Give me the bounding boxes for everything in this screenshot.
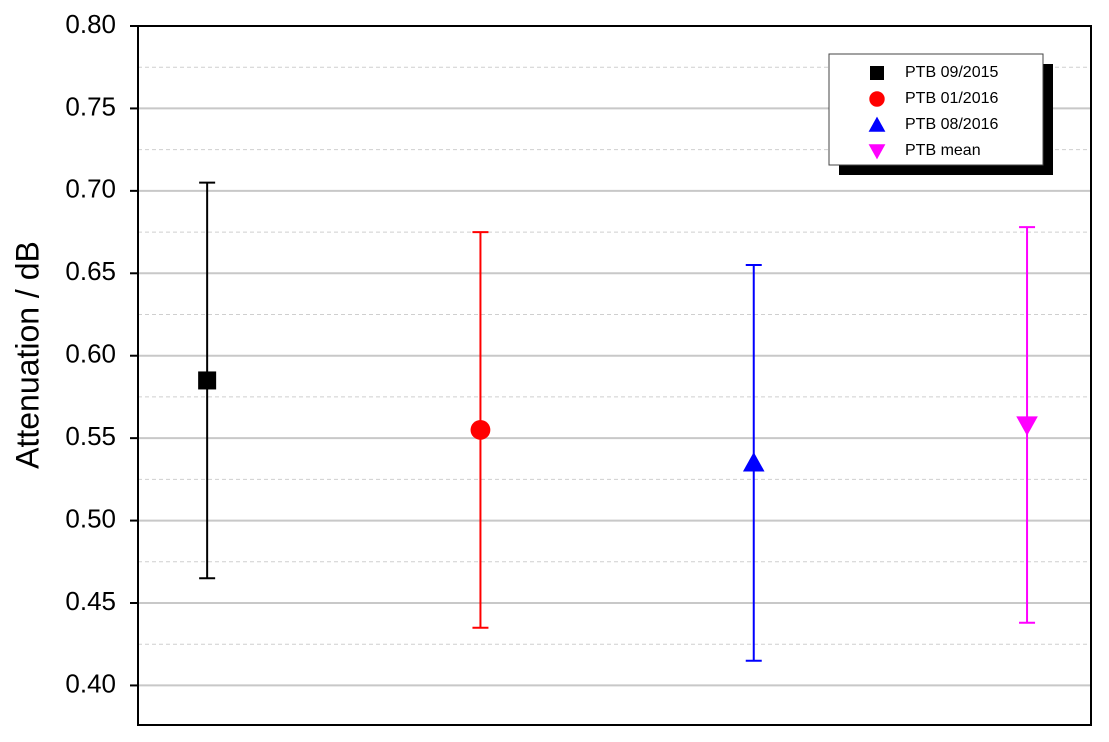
marker [742,452,765,472]
legend-label: PTB 09/2015 [905,64,999,81]
y-tick-label: 0.75 [65,91,116,121]
y-tick-label: 0.40 [65,668,116,698]
legend-marker [868,116,886,132]
y-tick-label: 0.45 [65,586,116,616]
marker [1016,416,1038,436]
legend-marker [868,144,886,160]
y-tick-label: 0.55 [65,421,116,451]
legend-label: PTB 08/2016 [905,116,999,133]
y-tick-label: 0.50 [65,503,116,533]
y-tick-label: 0.65 [65,256,116,286]
legend [828,53,1044,166]
legend-marker [870,66,884,80]
marker [198,371,217,390]
plot-frame [137,25,1092,726]
y-tick-label: 0.60 [65,339,116,369]
legend-label: PTB 01/2016 [905,90,999,107]
legend-marker [869,91,885,107]
y-tick-label: 0.70 [65,174,116,204]
y-axis-label: Attenuation / dB [9,241,45,469]
marker [470,420,491,440]
legend-label: PTB mean [905,142,981,159]
y-tick-label: 0.80 [65,9,116,39]
